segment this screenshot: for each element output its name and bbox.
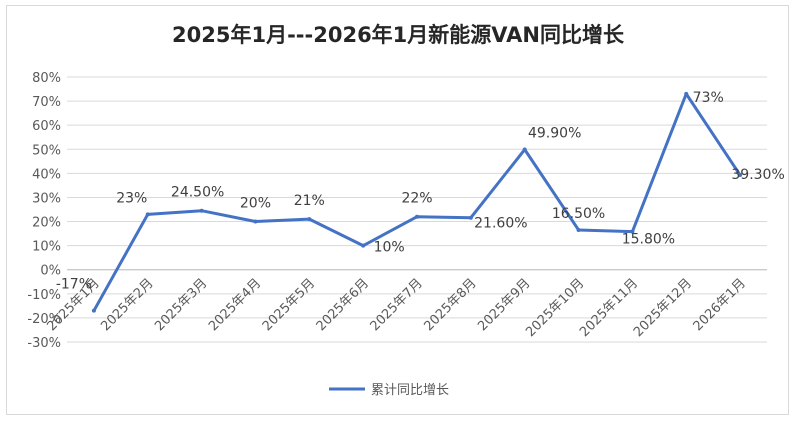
x-tick-label: 2025年4月 [206,276,264,334]
y-tick-label: 10% [32,240,61,255]
data-point [145,212,150,217]
y-tick-label: -20% [27,312,61,327]
data-label: -17% [56,277,92,293]
data-point [630,229,635,234]
y-tick-label: 0% [40,264,61,279]
x-tick-label: 2026年1月 [691,276,749,334]
grid-lines [67,76,767,343]
x-tick-label: 2025年7月 [368,276,426,334]
data-point [468,215,473,220]
x-tick-label: 2025年6月 [314,276,372,334]
data-point [415,214,419,219]
data-label: 73% [693,90,724,106]
x-tick-label: 2025年3月 [152,276,210,334]
legend: 累计同比增长 [329,383,449,398]
axes: -30% -20% -10% 0% 10% 20% 30% 40% 50% 60% 70% 80% 20… [27,71,767,351]
data-point [684,91,689,96]
data-label: 24.50% [171,185,224,201]
data-point [199,208,204,213]
chart-title: 2025年1月---2026年1月新能源VAN同比增长 [172,23,625,47]
data-point [576,227,581,232]
x-tick-label: 2025年8月 [421,276,479,334]
data-point [307,217,312,222]
x-tick-label: 2025年12月 [631,276,695,340]
y-tick-label: 40% [32,167,61,182]
y-tick-label: 30% [32,191,61,206]
data-point [738,173,743,178]
y-tick-label: 70% [32,95,61,110]
y-tick-label: 60% [32,119,61,134]
y-tick-label: -30% [27,336,61,351]
data-label: 39.30% [731,167,784,183]
line-chart: 2025年1月---2026年1月新能源VAN同比增长 -30% -20% -10%… [27,23,785,398]
y-tick-label: 20% [32,216,61,231]
data-label: 21.60% [474,216,527,232]
y-tick-label: -10% [27,288,61,303]
data-point [361,243,366,248]
data-label: 22% [401,191,432,207]
data-point [522,147,527,152]
data-point [91,308,96,313]
data-labels: -17% 23% 24.50% 20% 21% 10% 22% 21.60% 49.90% 16.… [56,90,785,293]
legend-label: 累计同比增长 [371,383,449,398]
data-label: 21% [294,193,325,209]
y-tick-label: 80% [32,71,61,86]
chart-frame: 2025年1月---2026年1月新能源VAN同比增长 -30% -20% -10%… [6,5,789,415]
data-label: 20% [240,196,271,212]
data-point [253,219,258,224]
data-label: 15.80% [622,232,675,248]
x-tick-label: 2025年5月 [260,276,318,334]
x-tick-label: 2025年9月 [475,276,533,334]
y-tick-label: 50% [32,143,61,158]
data-label: 49.90% [528,126,581,142]
data-label: 23% [116,190,147,206]
series-layer [91,91,743,313]
data-label: 10% [374,240,405,256]
data-label: 16.50% [552,206,605,222]
